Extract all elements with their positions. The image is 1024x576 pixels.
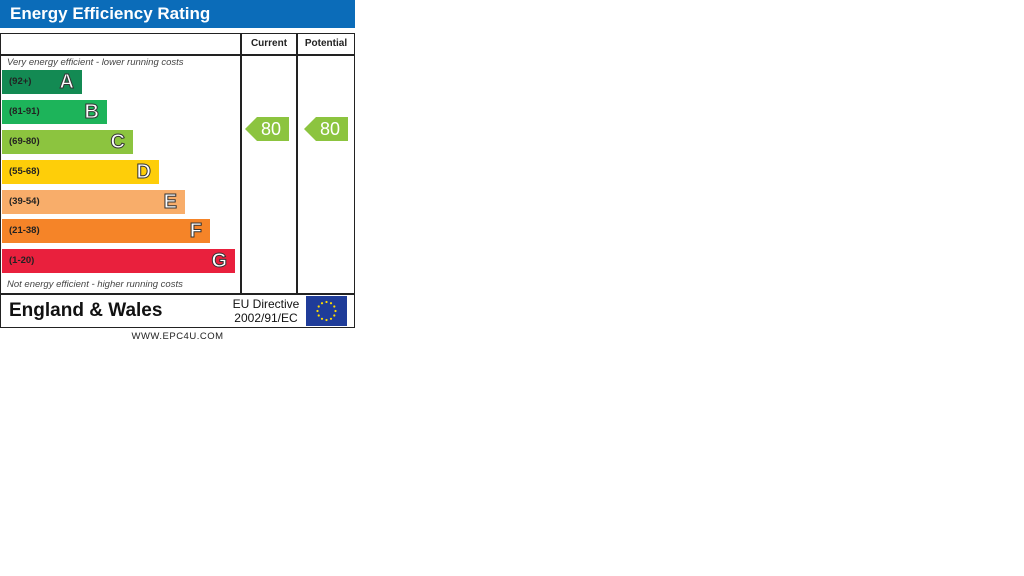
potential-rating-value: 80	[319, 119, 340, 139]
band-b: (81-91) B	[2, 100, 107, 124]
band-d: (55-68) D	[2, 160, 159, 184]
band-range: (92+)	[9, 76, 32, 87]
chart-title: Energy Efficiency Rating	[0, 0, 355, 28]
divider	[240, 33, 242, 294]
band-letter: B	[84, 101, 99, 124]
top-note: Very energy efficient - lower running co…	[7, 57, 184, 68]
band-e: (39-54) E	[2, 190, 185, 214]
band-letter: G	[211, 250, 228, 273]
rating-table	[0, 33, 355, 328]
eu-directive: EU Directive 2002/91/EC	[226, 297, 306, 325]
column-header-potential: Potential	[304, 38, 348, 49]
band-letter: C	[110, 131, 125, 154]
bottom-note: Not energy efficient - higher running co…	[7, 279, 183, 290]
band-range: (21-38)	[9, 225, 40, 236]
divider	[296, 33, 298, 294]
column-header-current: Current	[250, 38, 288, 49]
band-letter: A	[59, 71, 74, 94]
band-range: (69-80)	[9, 136, 40, 147]
band-range: (39-54)	[9, 196, 40, 207]
band-a: (92+) A	[2, 70, 82, 94]
band-range: (1-20)	[9, 255, 35, 266]
band-range: (81-91)	[9, 106, 40, 117]
current-rating-value: 80	[260, 119, 281, 139]
directive-line1: EU Directive	[232, 297, 300, 311]
directive-line2: 2002/91/EC	[234, 311, 298, 325]
band-letter: F	[189, 220, 202, 243]
divider	[0, 54, 355, 56]
band-g: (1-20) G	[2, 249, 235, 273]
divider	[0, 293, 355, 295]
band-f: (21-38) F	[2, 219, 210, 243]
region-label: England & Wales	[9, 300, 163, 321]
website-label: WWW.EPC4U.COM	[131, 331, 224, 342]
band-range: (55-68)	[9, 166, 40, 177]
band-letter: D	[136, 161, 151, 184]
eu-flag-icon	[306, 296, 347, 326]
band-letter: E	[163, 191, 177, 214]
band-c: (69-80) C	[2, 130, 133, 154]
